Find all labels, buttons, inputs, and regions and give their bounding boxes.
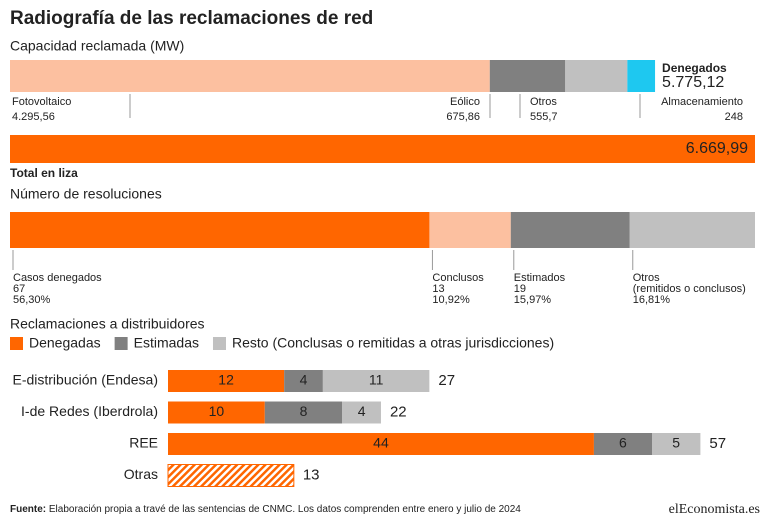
bar-segment: [168, 401, 265, 424]
bar-segment: [342, 401, 381, 424]
segment-name: Fotovoltaico: [12, 96, 71, 108]
segment-name: Conclusos: [432, 272, 484, 284]
overall-value: 6.669,99: [686, 140, 748, 157]
legend-label: Denegadas: [29, 335, 101, 351]
chart-title: Número de resoluciones: [10, 186, 162, 202]
segment-label: 4: [300, 372, 308, 388]
chart-title: Capacidad reclamada (MW): [10, 38, 184, 54]
bar-segment: [652, 433, 701, 455]
bar-segment: [168, 370, 285, 392]
segment: [10, 60, 490, 92]
category-label: Otras: [124, 466, 158, 482]
segment-value: 4.295,56: [12, 111, 55, 123]
total-name: Denegados: [662, 61, 727, 75]
chart-title: Reclamaciones a distribuidores: [10, 316, 205, 332]
segment: [429, 212, 511, 248]
segment: [565, 60, 628, 92]
legend-swatch: [212, 337, 226, 350]
total-label: 27: [438, 372, 455, 389]
source-text: Elaboración propia a travé de las senten…: [49, 504, 521, 515]
segment-label: 11: [369, 372, 384, 388]
segment-count: 19: [514, 283, 526, 295]
source: Fuente: Elaboración propia a travé de la…: [10, 504, 521, 515]
logo: elEconomista.es: [669, 502, 760, 517]
legend-swatch: [10, 337, 23, 350]
segment: [627, 60, 656, 92]
title: Radiografía de las reclamaciones de red: [10, 8, 373, 29]
total-value: 5.775,12: [662, 74, 724, 91]
bar-segment: [168, 433, 594, 455]
segment-label: 6: [619, 435, 627, 451]
overall-name: Total en liza: [10, 166, 78, 180]
category-label: I-de Redes (Iberdrola): [21, 403, 158, 419]
segment-value: 248: [725, 111, 743, 123]
segment: [489, 60, 566, 92]
segment-label: 10: [209, 403, 225, 419]
hatched-bar: [167, 464, 295, 487]
segment-name: Casos denegados: [13, 272, 102, 284]
segment-percent: 16,81%: [633, 294, 671, 306]
segment-name: Estimados: [514, 272, 566, 284]
source-label: Fuente:: [10, 504, 46, 515]
segment-note: (remitidos o conclusos): [633, 283, 746, 295]
segment-value: 555,7: [530, 111, 558, 123]
overall-bar: [10, 135, 755, 163]
segment: [510, 212, 630, 248]
segment-label: 5: [672, 435, 680, 451]
segment-name: Otros: [530, 96, 557, 108]
bar-segment: [322, 370, 430, 392]
segment: [10, 212, 430, 248]
segment-label: 12: [218, 372, 234, 388]
segment-percent: 10,92%: [432, 294, 470, 306]
legend-label: Resto (Conclusas o remitidas a otras jur…: [232, 335, 554, 351]
segment-percent: 56,30%: [13, 294, 51, 306]
total-label: 57: [709, 435, 726, 452]
legend-label: Estimadas: [134, 335, 199, 351]
segment-count: 13: [432, 283, 444, 295]
segment-percent: 15,97%: [514, 294, 552, 306]
category-label: E-distribución (Endesa): [12, 372, 158, 388]
bar-segment: [284, 370, 323, 392]
segment-name: Otros: [633, 272, 660, 284]
segment-value: 675,86: [446, 111, 480, 123]
legend-swatch: [114, 337, 128, 350]
bar-segment: [264, 401, 343, 424]
segment-name: Eólico: [450, 96, 480, 108]
segment-label: 8: [300, 403, 308, 419]
segment-count: 67: [13, 283, 25, 295]
category-label: REE: [129, 435, 158, 451]
total-label: 22: [390, 403, 407, 420]
segment-label: 4: [358, 403, 366, 419]
bar-segment: [593, 433, 652, 455]
total-label: 13: [303, 466, 320, 483]
segment-name: Almacenamiento: [661, 96, 743, 108]
segment-label: 44: [373, 435, 389, 451]
segment: [629, 212, 755, 248]
